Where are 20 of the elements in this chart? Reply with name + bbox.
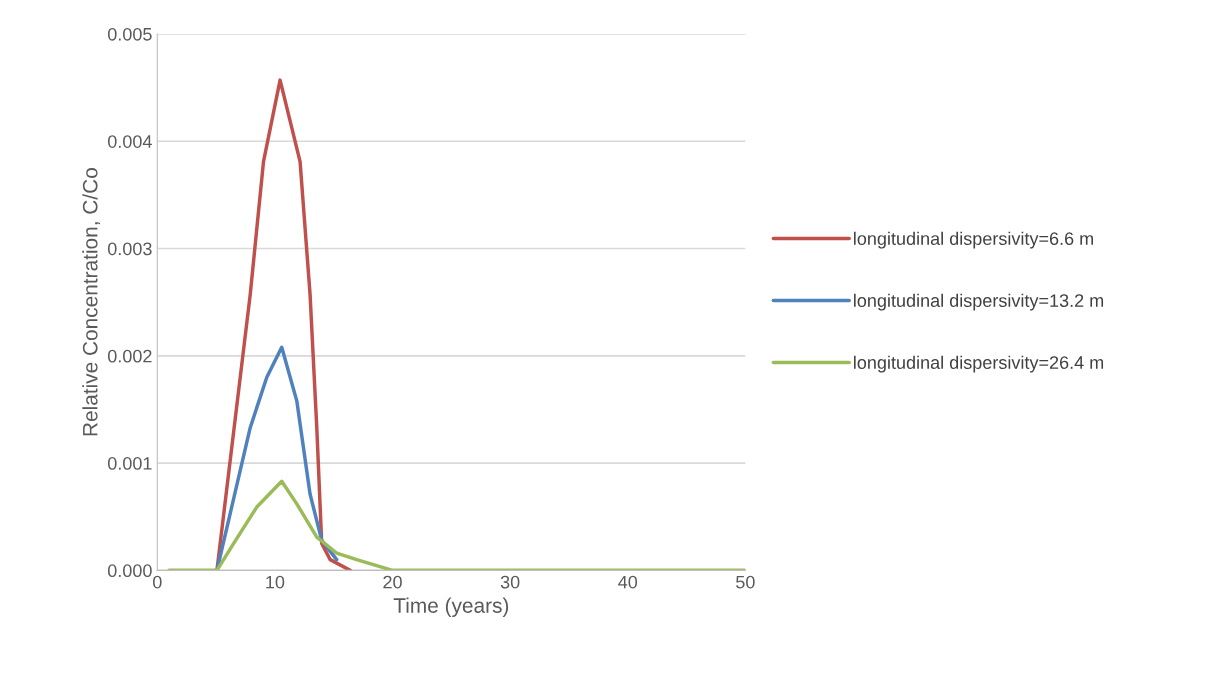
- x-axis-title: Time (years): [393, 597, 509, 618]
- x-tick-label: 0: [152, 575, 162, 589]
- y-tick-label: 0.004: [107, 135, 152, 148]
- x-tick-label: 40: [618, 575, 638, 589]
- x-tick-label: 50: [736, 575, 755, 589]
- line-series: [215, 78, 352, 571]
- legend-label: longitudinal dispersivity=13.2 m: [854, 293, 1104, 311]
- y-axis-title: Relative Concentration, C/Co: [82, 168, 101, 436]
- x-tick-label: 20: [383, 575, 402, 589]
- y-tick-label: 0.002: [107, 349, 152, 363]
- x-tick-label: 30: [500, 575, 520, 589]
- legend-label: longitudinal dispersivity=6.6 m: [854, 231, 1093, 249]
- line-series: [167, 479, 746, 571]
- legend-label: longitudinal dispersivity=26.4 m: [854, 355, 1104, 373]
- x-tick-label: 10: [266, 575, 285, 589]
- y-tick-label: 0.000: [107, 564, 152, 578]
- y-tick-label: 0.001: [107, 457, 152, 470]
- y-tick-label: 0.003: [107, 242, 152, 256]
- y-tick-label: 0.005: [107, 27, 152, 41]
- line-series: [215, 345, 339, 571]
